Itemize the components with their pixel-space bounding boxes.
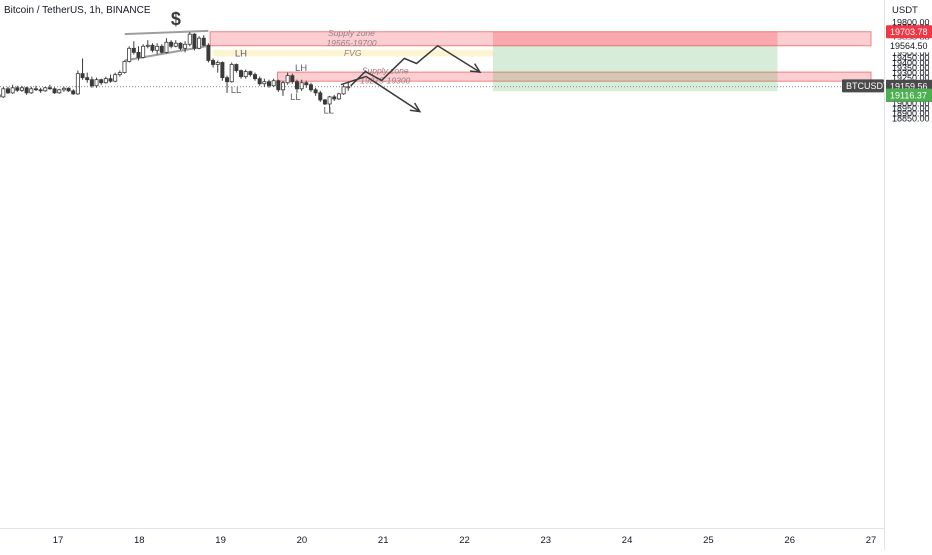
time-tick-label: 22 bbox=[459, 535, 470, 546]
time-tick-label: 17 bbox=[53, 535, 64, 546]
candle bbox=[197, 36, 200, 49]
time-tick-label: 19 bbox=[215, 535, 226, 546]
candle bbox=[76, 71, 79, 95]
candle bbox=[323, 99, 326, 105]
candle bbox=[277, 80, 280, 92]
position-target-area[interactable] bbox=[493, 46, 778, 91]
currency-label: USDT bbox=[892, 5, 918, 16]
swing-label-3: LL bbox=[231, 85, 242, 96]
candle bbox=[67, 87, 70, 92]
candle bbox=[230, 62, 233, 82]
candle bbox=[207, 43, 210, 62]
swing-label-5: LL bbox=[323, 106, 334, 117]
time-tick-label: 27 bbox=[866, 535, 877, 546]
candle bbox=[193, 33, 196, 50]
candle bbox=[319, 91, 322, 102]
time-axis[interactable]: 17 18 19 20 21 22 23 24 25 26 27 bbox=[53, 535, 877, 546]
position-tool[interactable] bbox=[493, 32, 778, 91]
candle bbox=[142, 44, 145, 58]
position-stop-area[interactable] bbox=[493, 32, 778, 46]
time-tick-label: 20 bbox=[297, 535, 308, 546]
time-tick-label: 21 bbox=[378, 535, 389, 546]
dollar-annotation: $ bbox=[171, 9, 181, 29]
entry-price-label: 19564.50 bbox=[890, 41, 928, 51]
time-tick-label: 25 bbox=[703, 535, 714, 546]
stop-price-label: 19703.78 bbox=[890, 27, 928, 37]
candle bbox=[188, 32, 191, 46]
candle bbox=[123, 60, 126, 73]
candle bbox=[221, 61, 224, 80]
zone-label-0: Supply zone bbox=[328, 28, 375, 38]
candle bbox=[337, 93, 340, 100]
candle bbox=[2, 87, 5, 98]
zone-range-0: 19565-19700 bbox=[326, 38, 376, 48]
price-tick-label: 18850.00 bbox=[892, 114, 930, 124]
time-tick-label: 24 bbox=[622, 535, 633, 546]
swing-label-2: LH bbox=[295, 63, 307, 74]
zone-label-1: FVG bbox=[344, 48, 362, 58]
candle bbox=[128, 46, 131, 62]
symbol-tag: BTCUSDT bbox=[846, 81, 889, 91]
target-price-label: 19116.37 bbox=[890, 90, 927, 100]
chart-title: Bitcoin / TetherUS, 1h, BINANCE bbox=[4, 5, 151, 16]
time-tick-label: 26 bbox=[784, 535, 795, 546]
time-tick-label: 23 bbox=[541, 535, 552, 546]
candle bbox=[58, 89, 61, 94]
candle bbox=[44, 87, 47, 92]
time-tick-label: 18 bbox=[134, 535, 145, 546]
swing-label-1: LH bbox=[235, 49, 247, 60]
swing-label-4: LL bbox=[290, 92, 301, 103]
